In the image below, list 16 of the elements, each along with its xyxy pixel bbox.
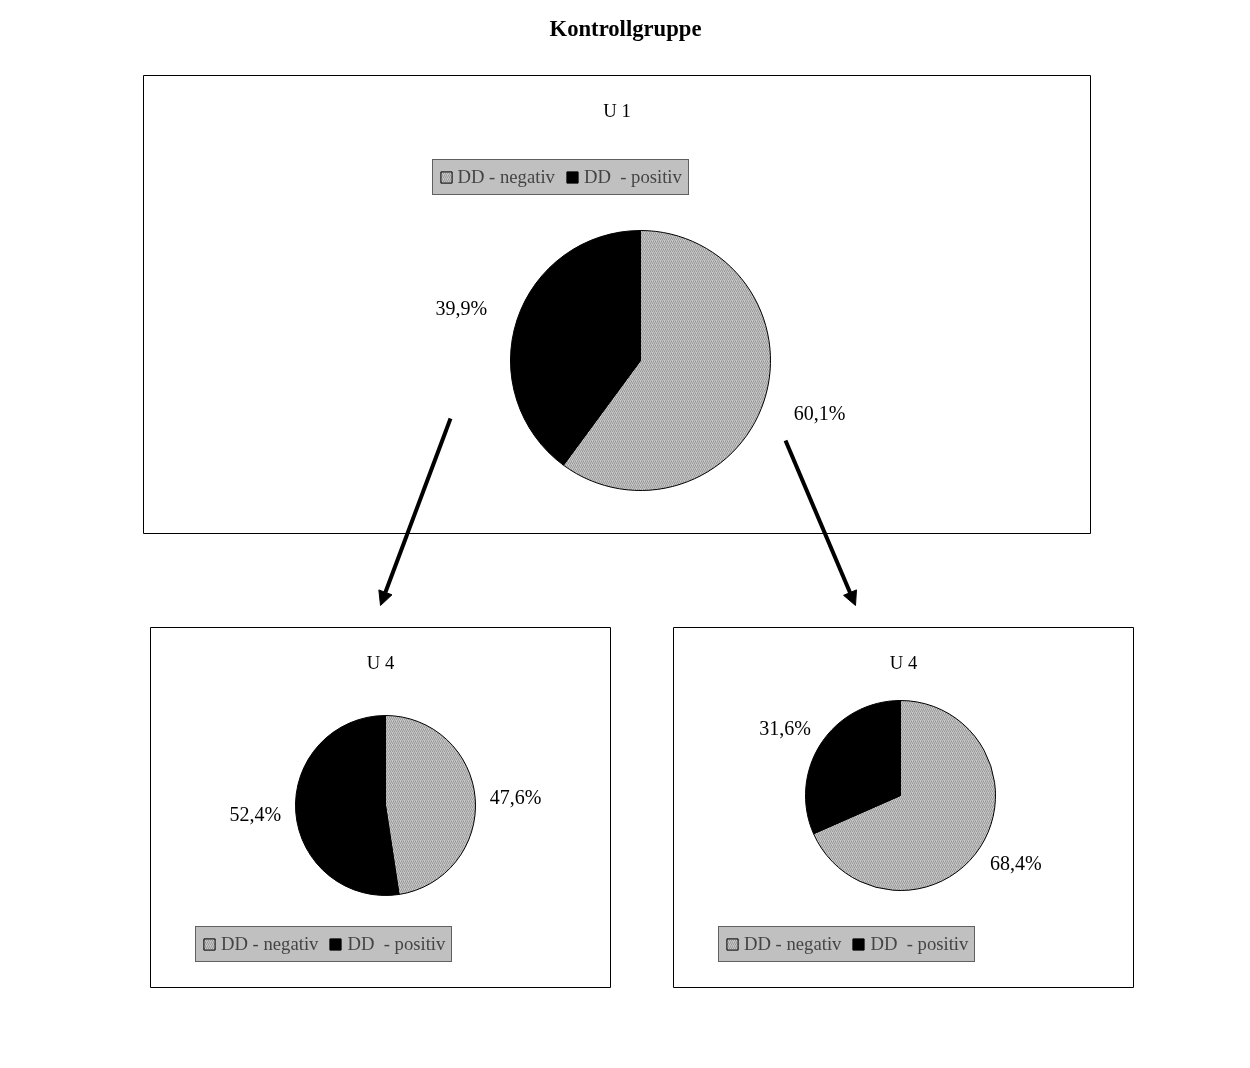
legend-label: DD - positiv (870, 933, 969, 955)
data-label: 68,4% (990, 851, 1042, 874)
chart-title: U 4 (889, 652, 918, 673)
chart-title: U 1 (603, 100, 631, 121)
text: Kontrollgruppe (549, 16, 702, 41)
data-label: 47,6% (489, 785, 542, 808)
legend-label: DD - positiv (583, 166, 682, 188)
legend-label: DD - negativ (457, 166, 555, 188)
data-label: 39,9% (435, 296, 488, 319)
data-label: 60,1% (793, 402, 846, 425)
data-label: 31,6% (759, 717, 811, 740)
legend-label: DD - negativ (221, 933, 319, 955)
legend-label: DD - positiv (347, 933, 446, 955)
data-label: 52,4% (229, 803, 282, 826)
chart-title: U 4 (366, 652, 395, 673)
legend-label: DD - negativ (744, 933, 842, 955)
